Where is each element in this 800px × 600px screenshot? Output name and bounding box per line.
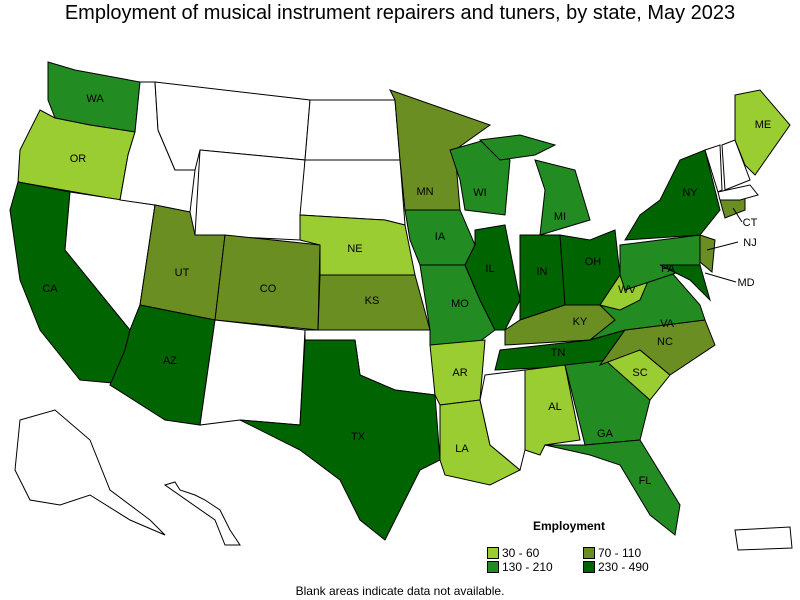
map-title: Employment of musical instrument repaire… <box>64 2 736 24</box>
state-label-mn: MN <box>416 186 433 198</box>
state-label-ia: IA <box>435 231 446 243</box>
state-label-wi: WI <box>473 187 486 199</box>
state-sd <box>299 159 406 226</box>
state-label-sc: SC <box>632 367 647 379</box>
state-label-va: VA <box>660 318 675 330</box>
state-mi <box>534 159 591 236</box>
legend-swatch <box>487 561 499 573</box>
state-ny <box>624 149 721 241</box>
legend-item: 230 - 490 <box>583 560 649 574</box>
state-label-md: MD <box>737 277 754 289</box>
state-fl <box>544 439 681 536</box>
state-nj <box>699 234 716 273</box>
state-hi <box>163 481 241 546</box>
leader-line-md <box>704 272 737 283</box>
state-label-ky: KY <box>573 316 588 328</box>
footnote: Blank areas indicate data not available. <box>295 584 505 598</box>
state-label-al: AL <box>548 401 561 413</box>
legend-title: Employment <box>533 519 606 533</box>
state-nm <box>199 319 306 426</box>
state-nd <box>304 99 401 161</box>
legend-swatch <box>487 547 499 559</box>
state-label-co: CO <box>260 283 277 295</box>
state-label-az: AZ <box>163 355 177 367</box>
state-label-mi: MI <box>554 211 566 223</box>
legend-item: 70 - 110 <box>583 546 641 560</box>
state-label-ks: KS <box>365 295 380 307</box>
state-me <box>734 89 791 176</box>
state-label-oh: OH <box>585 256 602 268</box>
state-ma <box>717 184 759 201</box>
legend-label: 70 - 110 <box>598 546 642 560</box>
leader-line-nj <box>706 241 739 251</box>
state-label-or: OR <box>70 153 87 165</box>
state-md <box>659 264 712 302</box>
state-label-pa: PA <box>661 263 676 275</box>
state-pr <box>734 526 793 551</box>
state-label-ny: NY <box>682 187 698 199</box>
state-ak <box>14 409 166 536</box>
state-mi <box>478 134 557 161</box>
state-label-tn: TN <box>551 347 566 359</box>
state-label-la: LA <box>455 443 469 455</box>
state-label-ca: CA <box>42 283 58 295</box>
state-wy <box>194 149 306 241</box>
legend-item: 30 - 60 <box>487 546 539 560</box>
state-label-ut: UT <box>175 267 190 279</box>
state-nh <box>721 139 751 191</box>
state-label-wv: WV <box>618 284 636 296</box>
state-label-wa: WA <box>86 93 104 105</box>
legend-label: 230 - 490 <box>598 560 649 574</box>
state-label-mo: MO <box>451 298 469 310</box>
state-label-ct: CT <box>743 217 758 229</box>
state-label-nj: NJ <box>743 237 756 249</box>
legend-item: 130 - 210 <box>487 560 553 574</box>
state-pa <box>619 234 701 291</box>
state-tx <box>239 339 441 541</box>
state-label-ne: NE <box>347 243 362 255</box>
state-il <box>464 224 521 331</box>
state-label-me: ME <box>755 119 772 131</box>
state-label-ga: GA <box>597 428 614 440</box>
legend-label: 130 - 210 <box>502 560 553 574</box>
leader-line-ct <box>732 207 743 223</box>
legend-label: 30 - 60 <box>502 546 540 560</box>
legend-swatch <box>583 561 595 573</box>
state-label-tx: TX <box>351 431 366 443</box>
state-label-fl: FL <box>639 475 652 487</box>
state-label-il: IL <box>485 263 494 275</box>
state-label-in: IN <box>537 266 548 278</box>
state-label-nc: NC <box>657 336 673 348</box>
state-label-ar: AR <box>452 367 467 379</box>
state-vt <box>704 144 723 193</box>
legend-swatch <box>583 547 595 559</box>
